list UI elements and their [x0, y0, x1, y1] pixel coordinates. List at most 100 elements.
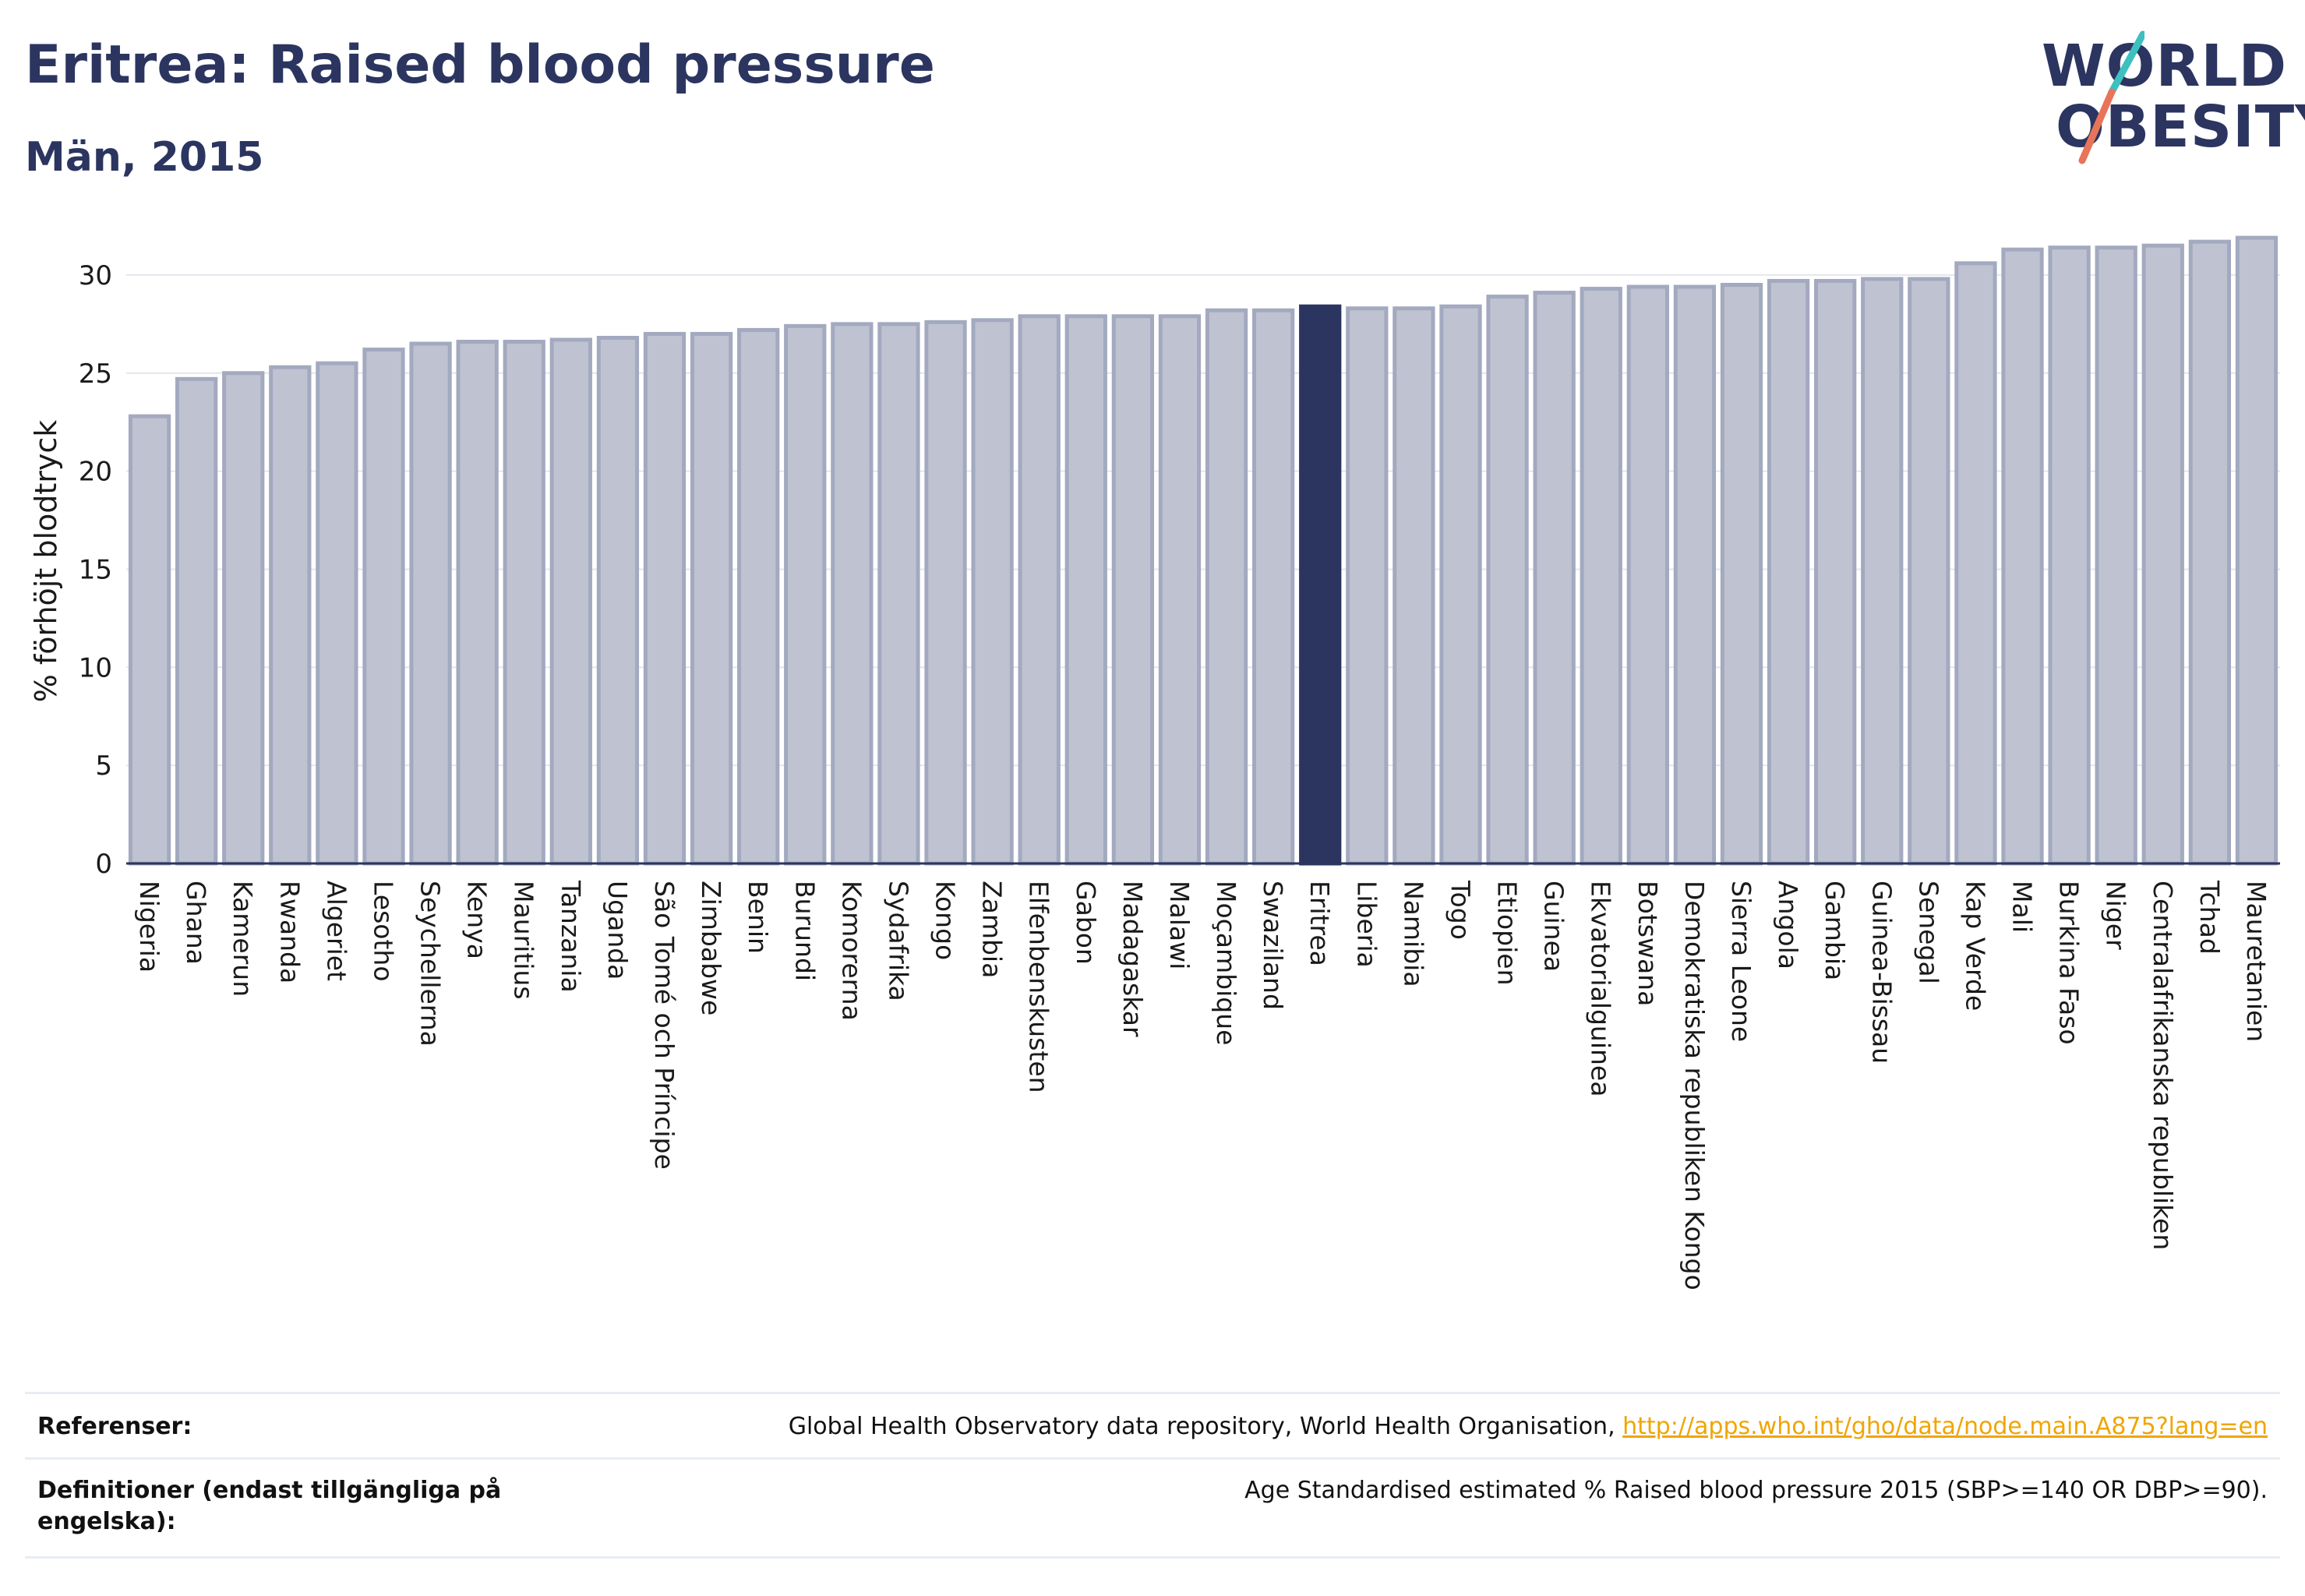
bar — [1861, 277, 1904, 866]
y-tick-label: 30 — [79, 260, 112, 291]
x-tick-label: Mauritius — [509, 881, 539, 1000]
x-tick-label: Kamerun — [228, 881, 258, 997]
x-tick-label: Gambia — [1820, 881, 1850, 980]
x-tick-label: Guinea — [1539, 881, 1569, 972]
x-tick-label: Komorerna — [836, 881, 867, 1021]
bar — [784, 323, 827, 866]
bar — [1018, 314, 1061, 866]
y-tick-label: 5 — [95, 750, 112, 782]
bar — [2048, 245, 2091, 866]
x-tick-label: Burundi — [789, 881, 820, 981]
bar — [1064, 314, 1107, 866]
x-tick-label: Lesotho — [368, 881, 398, 982]
x-tick-label: Zambia — [977, 881, 1008, 978]
references-link[interactable]: http://apps.who.int/gho/data/node.main.A… — [1622, 1413, 2268, 1440]
x-tick-label: Guinea-Bissau — [1866, 881, 1897, 1064]
x-tick-label: Eritrea — [1304, 881, 1335, 966]
page-subtitle: Män, 2015 — [25, 134, 264, 181]
bar — [1205, 308, 1248, 866]
x-tick-label: Uganda — [602, 881, 633, 980]
x-tick-label: Senegal — [1913, 881, 1943, 984]
bar — [690, 331, 733, 866]
x-tick-label: Centralafrikanska republiken — [2148, 881, 2178, 1250]
bar — [456, 339, 499, 866]
x-tick-label: Tchad — [2194, 880, 2225, 955]
bar — [1346, 306, 1389, 866]
references-row: Referenser: Global Health Observatory da… — [25, 1392, 2280, 1460]
x-tick-label: Swaziland — [1258, 881, 1288, 1010]
x-tick-label: Rwanda — [274, 881, 305, 983]
bar — [596, 335, 640, 866]
bar — [643, 331, 687, 866]
x-tick-label: Ekvatorialguinea — [1586, 881, 1616, 1096]
bar — [2095, 245, 2137, 866]
logo-line-1: WORLD — [2042, 33, 2288, 100]
definitions-label: Definitioner (endast tillgängliga på eng… — [37, 1477, 502, 1535]
page-title: Eritrea: Raised blood pressure — [25, 34, 935, 96]
x-tick-label: Kap Verde — [1960, 881, 1990, 1011]
bar — [1158, 314, 1202, 866]
y-tick-label: 20 — [79, 457, 112, 488]
y-tick-label: 0 — [95, 849, 112, 880]
x-tick-label: Madagaskar — [1117, 881, 1148, 1037]
bar — [1908, 277, 1950, 866]
references-label: Referenser: — [37, 1413, 192, 1440]
x-tick-label: Mauretanien — [2241, 881, 2271, 1042]
y-axis-label: % förhöjt blodtryck — [29, 420, 63, 703]
x-tick-label: Ghana — [181, 881, 211, 965]
bar — [924, 320, 967, 866]
definitions-value: Age Standardised estimated % Raised bloo… — [1244, 1477, 2268, 1504]
x-tick-label: Malawi — [1164, 881, 1195, 969]
bar — [877, 322, 920, 866]
bar — [1393, 306, 1435, 866]
bar — [549, 337, 592, 866]
x-tick-label: Demokratiska republiken Kongo — [1679, 881, 1710, 1291]
bar — [1673, 284, 1717, 866]
bar — [1439, 304, 1482, 866]
y-tick-label: 10 — [79, 652, 112, 683]
bar — [269, 365, 312, 866]
x-tick-label: Algeriet — [321, 881, 351, 981]
x-tick-label: Tanzania — [556, 880, 586, 993]
logo-slash-icon — [2078, 30, 2144, 164]
x-tick-label: Togo — [1445, 880, 1475, 940]
bar — [409, 341, 452, 866]
references-text: Global Health Observatory data repositor… — [788, 1413, 1623, 1440]
x-tick-label: Nigeria — [134, 881, 164, 973]
axes: 0 5 10 15 20 25 30 Nigeria Ghana Kamerun Rwanda Alg… — [79, 260, 2280, 1291]
x-tick-label: Zimbabwe — [696, 881, 726, 1015]
x-tick-label: Kongo — [930, 881, 961, 960]
definitions-row: Definitioner (endast tillgängliga på eng… — [25, 1457, 2280, 1559]
bar — [737, 327, 780, 866]
bar — [1720, 283, 1763, 866]
bar — [971, 318, 1014, 866]
x-tick-label: Angola — [1773, 881, 1803, 969]
bar — [1954, 261, 1997, 866]
bar — [1626, 284, 1669, 866]
x-tick-label: Namibia — [1398, 881, 1428, 987]
bar — [2001, 247, 2044, 866]
references-value: Global Health Observatory data repositor… — [789, 1411, 2268, 1442]
bar — [503, 339, 545, 866]
bar — [1533, 291, 1576, 866]
x-tick-label: Moçambique — [1211, 881, 1241, 1045]
bar — [316, 361, 358, 866]
bar — [128, 414, 171, 866]
x-tick-label: Liberia — [1351, 881, 1382, 968]
bar — [1486, 295, 1529, 866]
bar — [2235, 235, 2279, 866]
bar — [1251, 308, 1295, 866]
x-tick-label: Kenya — [462, 881, 492, 959]
bar — [831, 322, 874, 866]
bar — [1767, 278, 1810, 866]
bar — [2188, 239, 2232, 866]
world-obesity-logo: WORLD OBESITY — [2026, 23, 2305, 164]
x-tick-label: Sydafrika — [883, 881, 913, 1001]
y-tick-label: 25 — [79, 358, 112, 390]
x-tick-label: Botswana — [1633, 881, 1663, 1006]
bar — [222, 371, 265, 866]
bar — [175, 376, 218, 866]
bar — [1580, 287, 1622, 866]
x-tick-label: Niger — [2101, 881, 2131, 950]
x-tick-label: Seychellerna — [415, 881, 446, 1047]
